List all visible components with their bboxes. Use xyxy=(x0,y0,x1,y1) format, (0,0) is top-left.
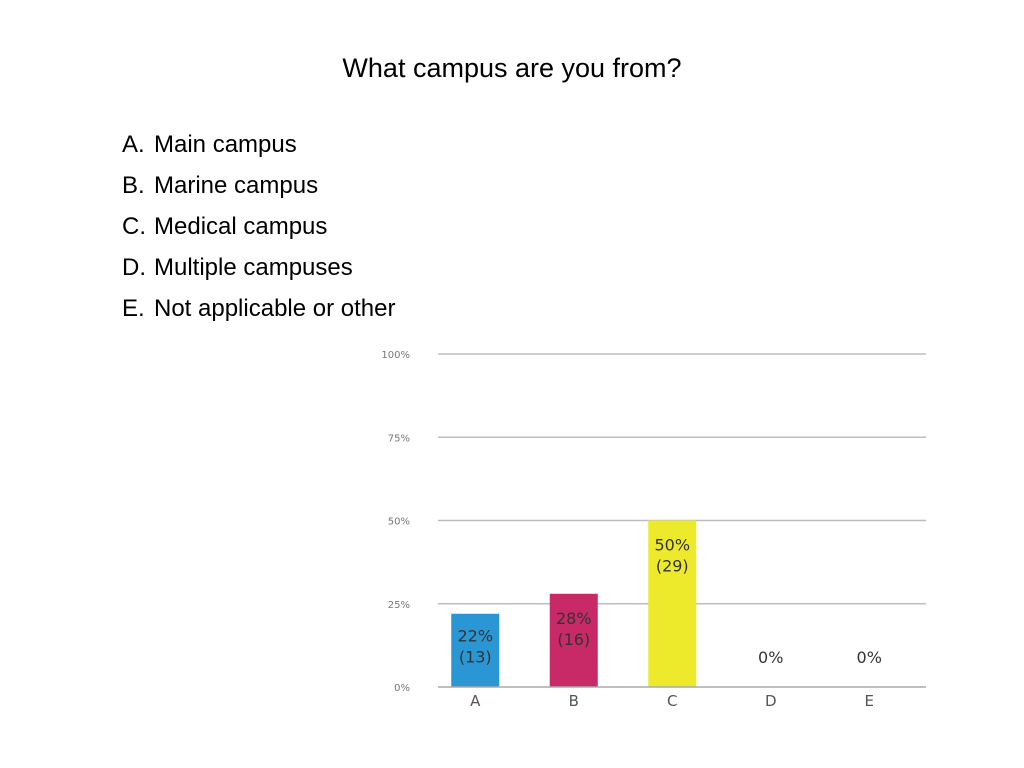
x-tick-label: D xyxy=(765,692,777,710)
option-text: Not applicable or other xyxy=(154,295,396,322)
data-label-percent: 28% xyxy=(556,609,592,628)
option-b: B. Marine campus xyxy=(122,165,395,206)
x-tick-label: A xyxy=(470,692,481,710)
slide-title: What campus are you from? xyxy=(342,53,682,83)
option-a: A. Main campus xyxy=(122,124,395,165)
option-text: Marine campus xyxy=(154,172,319,199)
option-text: Main campus xyxy=(154,131,297,158)
data-label-count: (29) xyxy=(656,557,689,576)
option-d: D. Multiple campuses xyxy=(122,247,395,288)
response-bar-chart: 0% 25% 50% 75% 100% A 22% (13) B 28% (16) C 50% (29) D… xyxy=(381,350,926,710)
option-letter: B. xyxy=(122,172,145,199)
data-label-percent: 50% xyxy=(654,536,690,555)
x-tick-label: C xyxy=(667,692,677,710)
x-tick-label: B xyxy=(569,692,579,710)
data-label-count: (13) xyxy=(459,648,492,667)
y-tick-label: 75% xyxy=(388,433,410,444)
option-letter: C. xyxy=(122,213,146,240)
option-letter: E. xyxy=(122,295,145,322)
y-tick-label: 100% xyxy=(381,350,410,361)
bar xyxy=(451,613,500,687)
option-letter: D. xyxy=(122,254,146,281)
data-label-count: (16) xyxy=(557,630,590,649)
option-text: Medical campus xyxy=(154,213,328,240)
bar xyxy=(549,593,598,687)
data-label-percent: 0% xyxy=(758,648,783,667)
option-c: C. Medical campus xyxy=(122,206,395,247)
bar xyxy=(648,520,697,687)
option-e: E. Not applicable or other xyxy=(122,288,395,329)
x-tick-label: E xyxy=(865,692,874,710)
data-label-percent: 22% xyxy=(457,627,493,646)
y-tick-label: 25% xyxy=(388,600,410,611)
data-label-percent: 0% xyxy=(857,648,882,667)
y-tick-label: 50% xyxy=(388,517,410,528)
option-letter: A. xyxy=(122,131,145,158)
answer-options: A. Main campus B. Marine campus C. Medical … xyxy=(122,124,395,329)
option-text: Multiple campuses xyxy=(154,254,353,281)
y-tick-label: 0% xyxy=(394,683,410,694)
